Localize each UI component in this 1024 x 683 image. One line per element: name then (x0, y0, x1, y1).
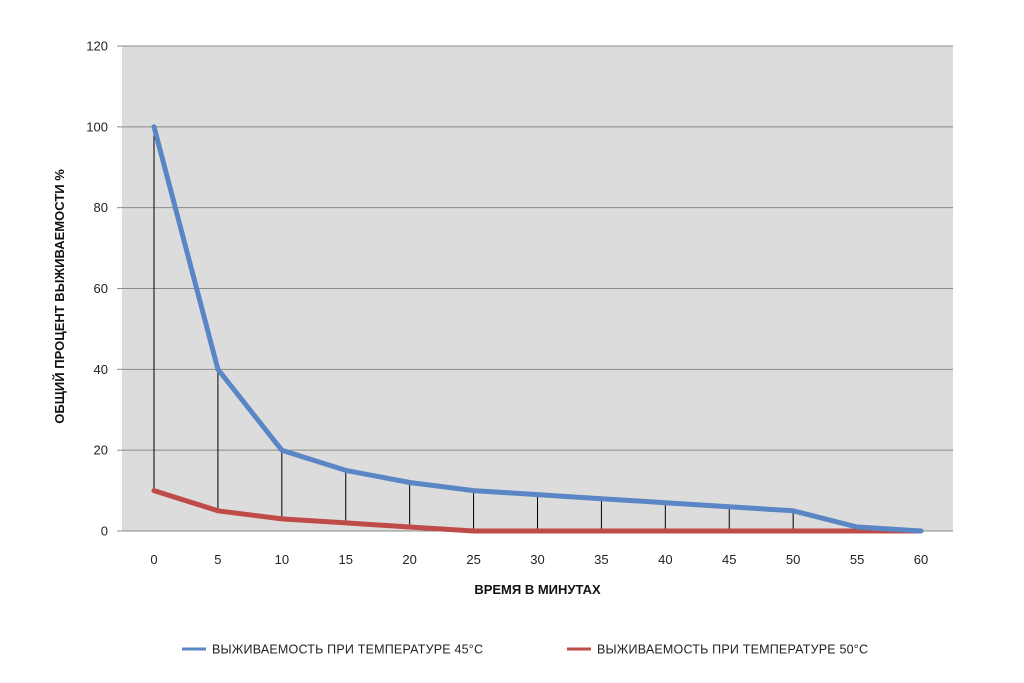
x-tick-label: 25 (466, 552, 480, 567)
y-tick-label: 80 (94, 200, 108, 215)
series-lines (151, 124, 924, 534)
gridlines (117, 45, 953, 532)
y-tick-label: 60 (94, 281, 108, 296)
x-tick-label: 20 (402, 552, 416, 567)
y-tick-label: 20 (94, 443, 108, 458)
x-tick-labels: 0 5 10 15 20 25 30 35 40 45 50 55 60 (150, 552, 928, 567)
x-tick-label: 35 (594, 552, 608, 567)
x-tick-label: 55 (850, 552, 864, 567)
x-axis-title: ВРЕМЯ В МИНУТАХ (474, 582, 601, 597)
legend-label-1: ВЫЖИВАЕМОСТЬ ПРИ ТЕМПЕРАТУРЕ 45°С (212, 643, 483, 657)
series-line-2 (151, 488, 924, 534)
x-tick-label: 0 (150, 552, 157, 567)
legend-label-2: ВЫЖИВАЕМОСТЬ ПРИ ТЕМПЕРАТУРЕ 50°С (597, 643, 868, 657)
x-tick-label: 5 (214, 552, 221, 567)
y-tick-labels: 0 20 40 60 80 100 120 (86, 39, 108, 539)
y-tick-label: 100 (86, 119, 108, 134)
x-tick-label: 50 (786, 552, 800, 567)
x-tick-label: 30 (530, 552, 544, 567)
x-tick-label: 45 (722, 552, 736, 567)
x-tick-label: 15 (339, 552, 353, 567)
series-line-1 (151, 124, 924, 534)
x-tick-label: 40 (658, 552, 672, 567)
y-tick-label: 120 (86, 39, 108, 54)
x-tick-label: 10 (275, 552, 289, 567)
y-tick-label: 40 (94, 362, 108, 377)
y-tick-label: 0 (101, 524, 108, 539)
drop-lines (153, 126, 858, 531)
legend: ВЫЖИВАЕМОСТЬ ПРИ ТЕМПЕРАТУРЕ 45°С ВЫЖИВАЕ… (182, 643, 868, 657)
y-axis-title: ОБЩИЙ ПРОЦЕНТ ВЫЖИВАЕМОСТИ % (52, 169, 67, 424)
x-tick-label: 60 (914, 552, 928, 567)
